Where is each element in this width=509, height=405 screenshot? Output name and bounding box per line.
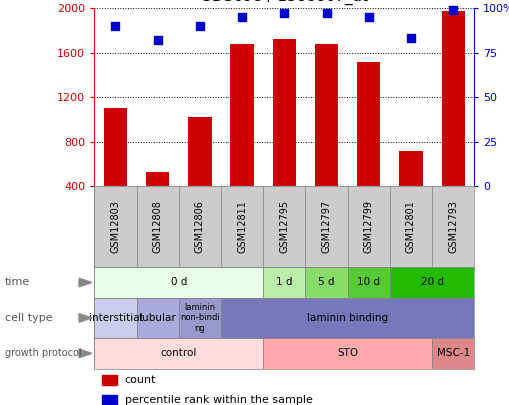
- Bar: [94, 298, 136, 338]
- Bar: [431, 338, 473, 369]
- Text: GSM12795: GSM12795: [279, 200, 289, 254]
- Text: GSM12799: GSM12799: [363, 200, 373, 253]
- Bar: [146, 172, 169, 186]
- Point: [195, 23, 204, 29]
- Point: [111, 23, 119, 29]
- Text: GSM12808: GSM12808: [152, 200, 162, 253]
- Bar: [94, 338, 263, 369]
- Bar: [188, 117, 211, 186]
- Bar: [272, 39, 295, 186]
- Point: [153, 37, 161, 43]
- Text: tubular: tubular: [138, 313, 176, 323]
- Text: GSM12797: GSM12797: [321, 200, 331, 254]
- Text: GSM12793: GSM12793: [447, 200, 457, 253]
- Bar: [315, 44, 337, 186]
- Bar: [102, 395, 117, 405]
- Bar: [230, 44, 253, 186]
- Point: [322, 10, 330, 17]
- Text: laminin
non-bindi
ng: laminin non-bindi ng: [180, 303, 219, 333]
- Point: [238, 14, 246, 20]
- Text: 1 d: 1 d: [275, 277, 292, 288]
- Text: 0 d: 0 d: [171, 277, 187, 288]
- Bar: [104, 109, 127, 186]
- Point: [448, 6, 457, 13]
- Bar: [441, 11, 464, 186]
- Text: 20 d: 20 d: [420, 277, 443, 288]
- Bar: [305, 267, 347, 298]
- Bar: [94, 267, 263, 298]
- Bar: [399, 151, 422, 186]
- Polygon shape: [79, 278, 92, 287]
- Bar: [263, 267, 305, 298]
- Text: GSM12801: GSM12801: [405, 200, 415, 253]
- Bar: [136, 298, 179, 338]
- Text: GSM12806: GSM12806: [194, 200, 205, 253]
- Text: percentile rank within the sample: percentile rank within the sample: [125, 395, 312, 405]
- Text: growth protocol: growth protocol: [5, 348, 81, 358]
- Point: [406, 35, 414, 42]
- Bar: [179, 298, 220, 338]
- Text: count: count: [125, 375, 156, 385]
- Text: laminin binding: laminin binding: [306, 313, 387, 323]
- Text: interstitial: interstitial: [89, 313, 142, 323]
- Point: [364, 14, 372, 20]
- Bar: [347, 267, 389, 298]
- Point: [280, 10, 288, 17]
- Polygon shape: [79, 314, 92, 322]
- Text: MSC-1: MSC-1: [436, 348, 469, 358]
- Text: time: time: [5, 277, 31, 288]
- Text: 10 d: 10 d: [357, 277, 380, 288]
- Title: GDS698 / 1388867_at: GDS698 / 1388867_at: [200, 0, 367, 5]
- Bar: [102, 375, 117, 385]
- Text: STO: STO: [336, 348, 357, 358]
- Text: GSM12803: GSM12803: [110, 200, 120, 253]
- Text: cell type: cell type: [5, 313, 52, 323]
- Text: GSM12811: GSM12811: [237, 200, 247, 253]
- Bar: [389, 267, 473, 298]
- Bar: [263, 338, 431, 369]
- Polygon shape: [79, 349, 92, 358]
- Text: 5 d: 5 d: [318, 277, 334, 288]
- Text: control: control: [160, 348, 196, 358]
- Bar: [220, 298, 473, 338]
- Bar: [356, 62, 380, 186]
